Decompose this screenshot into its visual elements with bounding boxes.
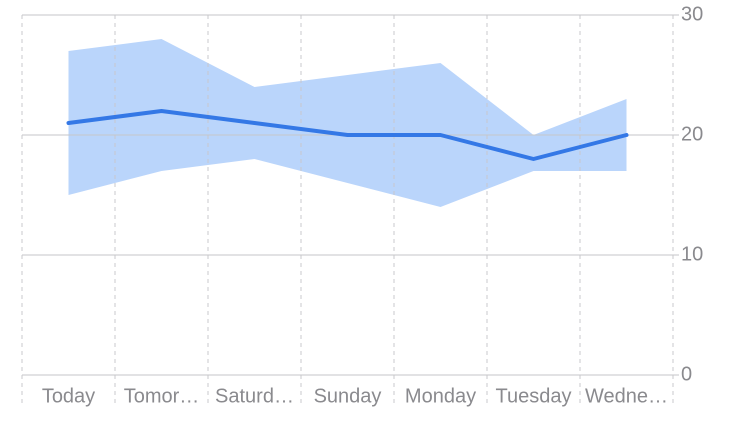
y-tick-label: 10 [681, 243, 703, 265]
y-tick-label: 30 [681, 3, 703, 25]
x-tick-label: Wedne… [585, 385, 668, 407]
x-tick-label: Saturd… [215, 385, 294, 407]
y-tick-label: 0 [681, 363, 692, 385]
x-tick-label: Tuesday [496, 385, 572, 407]
y-tick-label: 20 [681, 123, 703, 145]
x-tick-label: Today [42, 385, 95, 407]
range-area [68, 39, 627, 207]
x-tick-label: Sunday [314, 385, 382, 407]
x-tick-label: Tomor… [124, 385, 200, 407]
x-tick-label: Monday [405, 385, 476, 407]
line-series [66, 109, 629, 161]
